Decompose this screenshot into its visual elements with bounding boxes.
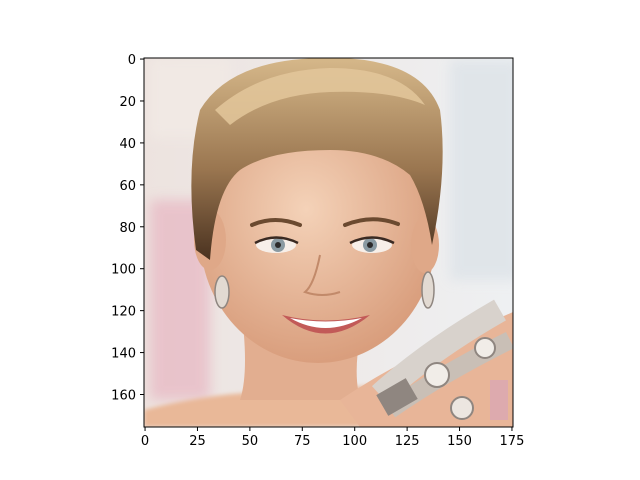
- y-axis: 0 20 40 60 80 100 120 140 160: [111, 53, 144, 404]
- y-tick-label: 80: [119, 221, 136, 236]
- y-tick-label: 140: [111, 347, 136, 362]
- x-tick-label: 125: [395, 434, 420, 449]
- y-tick-label: 40: [119, 137, 136, 152]
- x-tick-label: 175: [500, 434, 525, 449]
- y-tick-label: 120: [111, 305, 136, 320]
- right-earring: [421, 271, 435, 309]
- y-tick-label: 0: [128, 53, 136, 68]
- x-tick-label: 100: [342, 434, 367, 449]
- background-blur-right: [450, 60, 513, 280]
- x-tick-label: 75: [294, 434, 311, 449]
- y-tick-label: 60: [119, 179, 136, 194]
- right-eye: [349, 236, 395, 253]
- y-tick-label: 100: [111, 263, 136, 278]
- face: [200, 107, 436, 363]
- hair-highlight: [215, 68, 425, 125]
- nose: [302, 254, 341, 296]
- x-tick-label: 150: [447, 434, 472, 449]
- x-tick-label: 0: [141, 434, 149, 449]
- x-axis: 0 25 50 75 100 125 150 175: [141, 427, 524, 449]
- portrait-image: [144, 58, 513, 427]
- right-eyebrow: [343, 217, 400, 227]
- bracelets: [340, 299, 513, 427]
- x-tick-label: 50: [242, 434, 259, 449]
- axes-frame: [143, 57, 514, 428]
- left-earring: [214, 275, 230, 309]
- y-tick-label: 160: [111, 389, 136, 404]
- left-eye: [254, 236, 299, 253]
- x-tick-label: 25: [189, 434, 206, 449]
- teeth: [290, 318, 362, 328]
- y-tick-label: 20: [119, 95, 136, 110]
- left-eyebrow: [250, 218, 302, 227]
